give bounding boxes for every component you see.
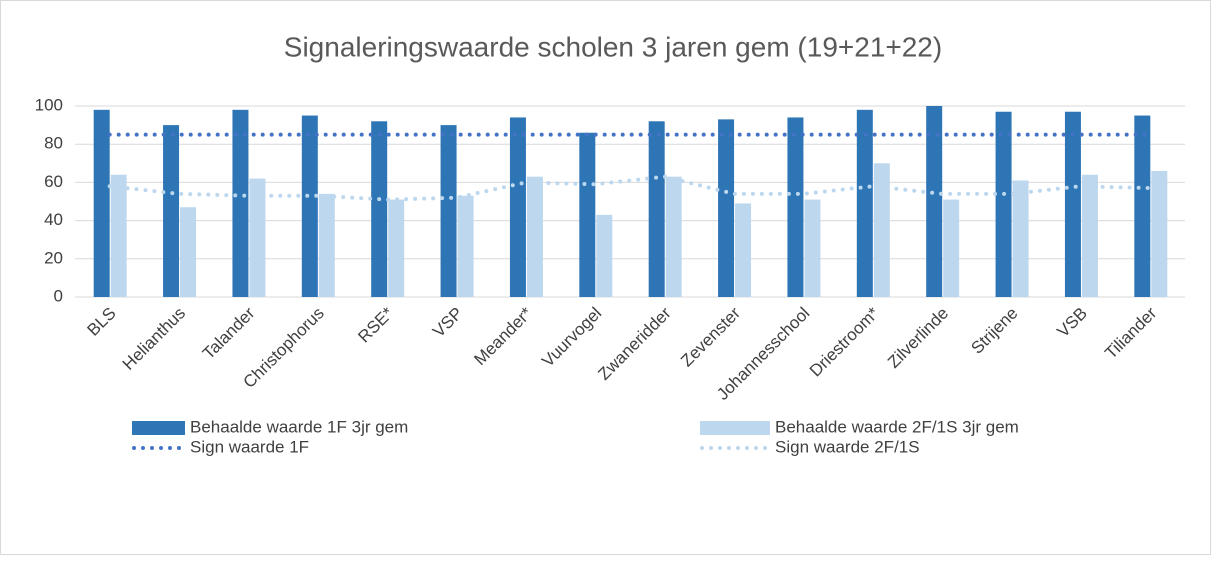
bar <box>995 111 1012 297</box>
legend-label: Behaalde waarde 1F 3jr gem <box>190 417 408 436</box>
bar <box>804 199 821 297</box>
bar <box>665 176 682 297</box>
bar <box>180 207 197 297</box>
bar <box>440 125 457 297</box>
bar <box>388 199 405 297</box>
bar <box>596 214 613 297</box>
bar <box>110 174 127 297</box>
bar <box>318 193 335 297</box>
bar <box>509 117 526 298</box>
bar <box>735 203 752 297</box>
bar <box>1064 111 1081 297</box>
bar <box>1012 180 1029 297</box>
y-tick-label: 80 <box>44 134 63 153</box>
bar <box>718 119 735 298</box>
y-tick-label: 20 <box>44 248 63 267</box>
bar <box>163 125 180 297</box>
bar <box>526 176 543 297</box>
legend-swatch <box>132 421 185 435</box>
bar <box>249 178 266 297</box>
bar <box>371 121 388 297</box>
bar <box>856 109 873 297</box>
legend-label: Sign waarde 1F <box>190 437 309 456</box>
bar <box>648 121 665 297</box>
legend-label: Sign waarde 2F/1S <box>775 437 920 456</box>
y-tick-label: 40 <box>44 210 63 229</box>
legend-swatch <box>700 421 770 435</box>
bar <box>943 199 960 297</box>
bar <box>579 132 596 297</box>
bar <box>1134 115 1151 297</box>
y-tick-label: 0 <box>54 286 63 305</box>
bar <box>93 109 110 297</box>
bar <box>873 163 890 297</box>
bar <box>457 195 474 297</box>
bar <box>232 109 249 297</box>
bar <box>1081 174 1098 297</box>
bar <box>1151 170 1168 297</box>
y-tick-label: 60 <box>44 172 63 191</box>
chart-title: Signaleringswaarde scholen 3 jaren gem (… <box>284 31 942 62</box>
bar <box>926 106 943 297</box>
line-series <box>107 174 1153 202</box>
legend-label: Behaalde waarde 2F/1S 3jr gem <box>775 417 1019 436</box>
y-tick-label: 100 <box>35 95 63 114</box>
bar <box>301 115 318 297</box>
bar <box>787 117 804 298</box>
